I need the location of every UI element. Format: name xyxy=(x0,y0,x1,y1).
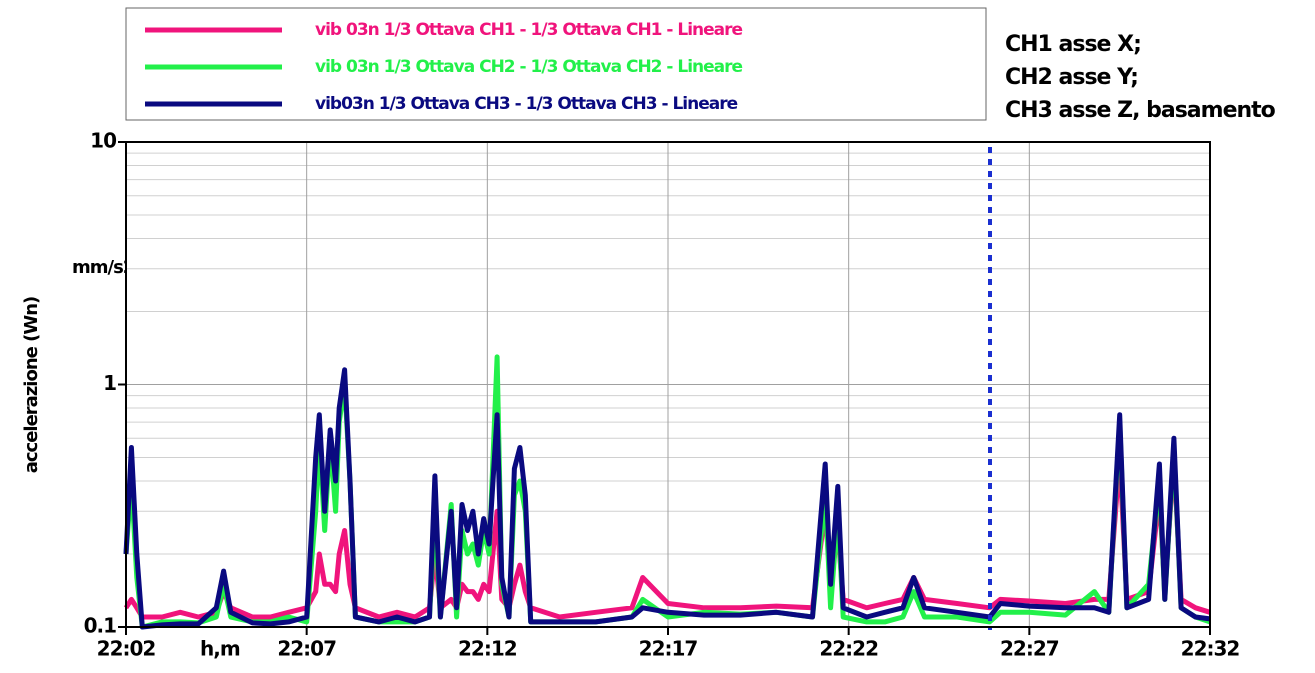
legend-label: vib03n 1/3 Ottava CH3 - 1/3 Ottava CH3 -… xyxy=(315,94,738,114)
x-tick-label: 22:17 xyxy=(639,637,698,661)
y-tick-label: 1 xyxy=(103,371,116,395)
y-tick-label: 10 xyxy=(90,129,116,153)
y-tick-label: 0.1 xyxy=(84,614,117,638)
legend-label: vib 03n 1/3 Ottava CH1 - 1/3 Ottava CH1 … xyxy=(315,20,743,40)
x-tick-label: 22:12 xyxy=(458,637,517,661)
y-axis-unit: mm/s2 xyxy=(72,257,134,278)
x-axis-label: h,m xyxy=(200,637,240,661)
annotation: CH3 asse Z, basamento xyxy=(1005,98,1276,123)
plot-border xyxy=(125,141,1211,628)
x-tick-label: 22:02 xyxy=(97,637,156,661)
series-line xyxy=(123,367,1211,630)
y-axis-label: accelerazione (Wn) xyxy=(21,297,42,474)
x-tick-label: 22:27 xyxy=(1000,637,1059,661)
x-tick-label: 22:22 xyxy=(819,637,878,661)
x-tick-label: 22:07 xyxy=(277,637,336,661)
annotation: CH1 asse X; xyxy=(1005,32,1141,57)
annotation: CH2 asse Y; xyxy=(1005,65,1138,90)
x-tick-label: 22:32 xyxy=(1181,637,1240,661)
legend-box xyxy=(125,7,987,121)
legend-label: vib 03n 1/3 Ottava CH2 - 1/3 Ottava CH2 … xyxy=(315,57,743,77)
